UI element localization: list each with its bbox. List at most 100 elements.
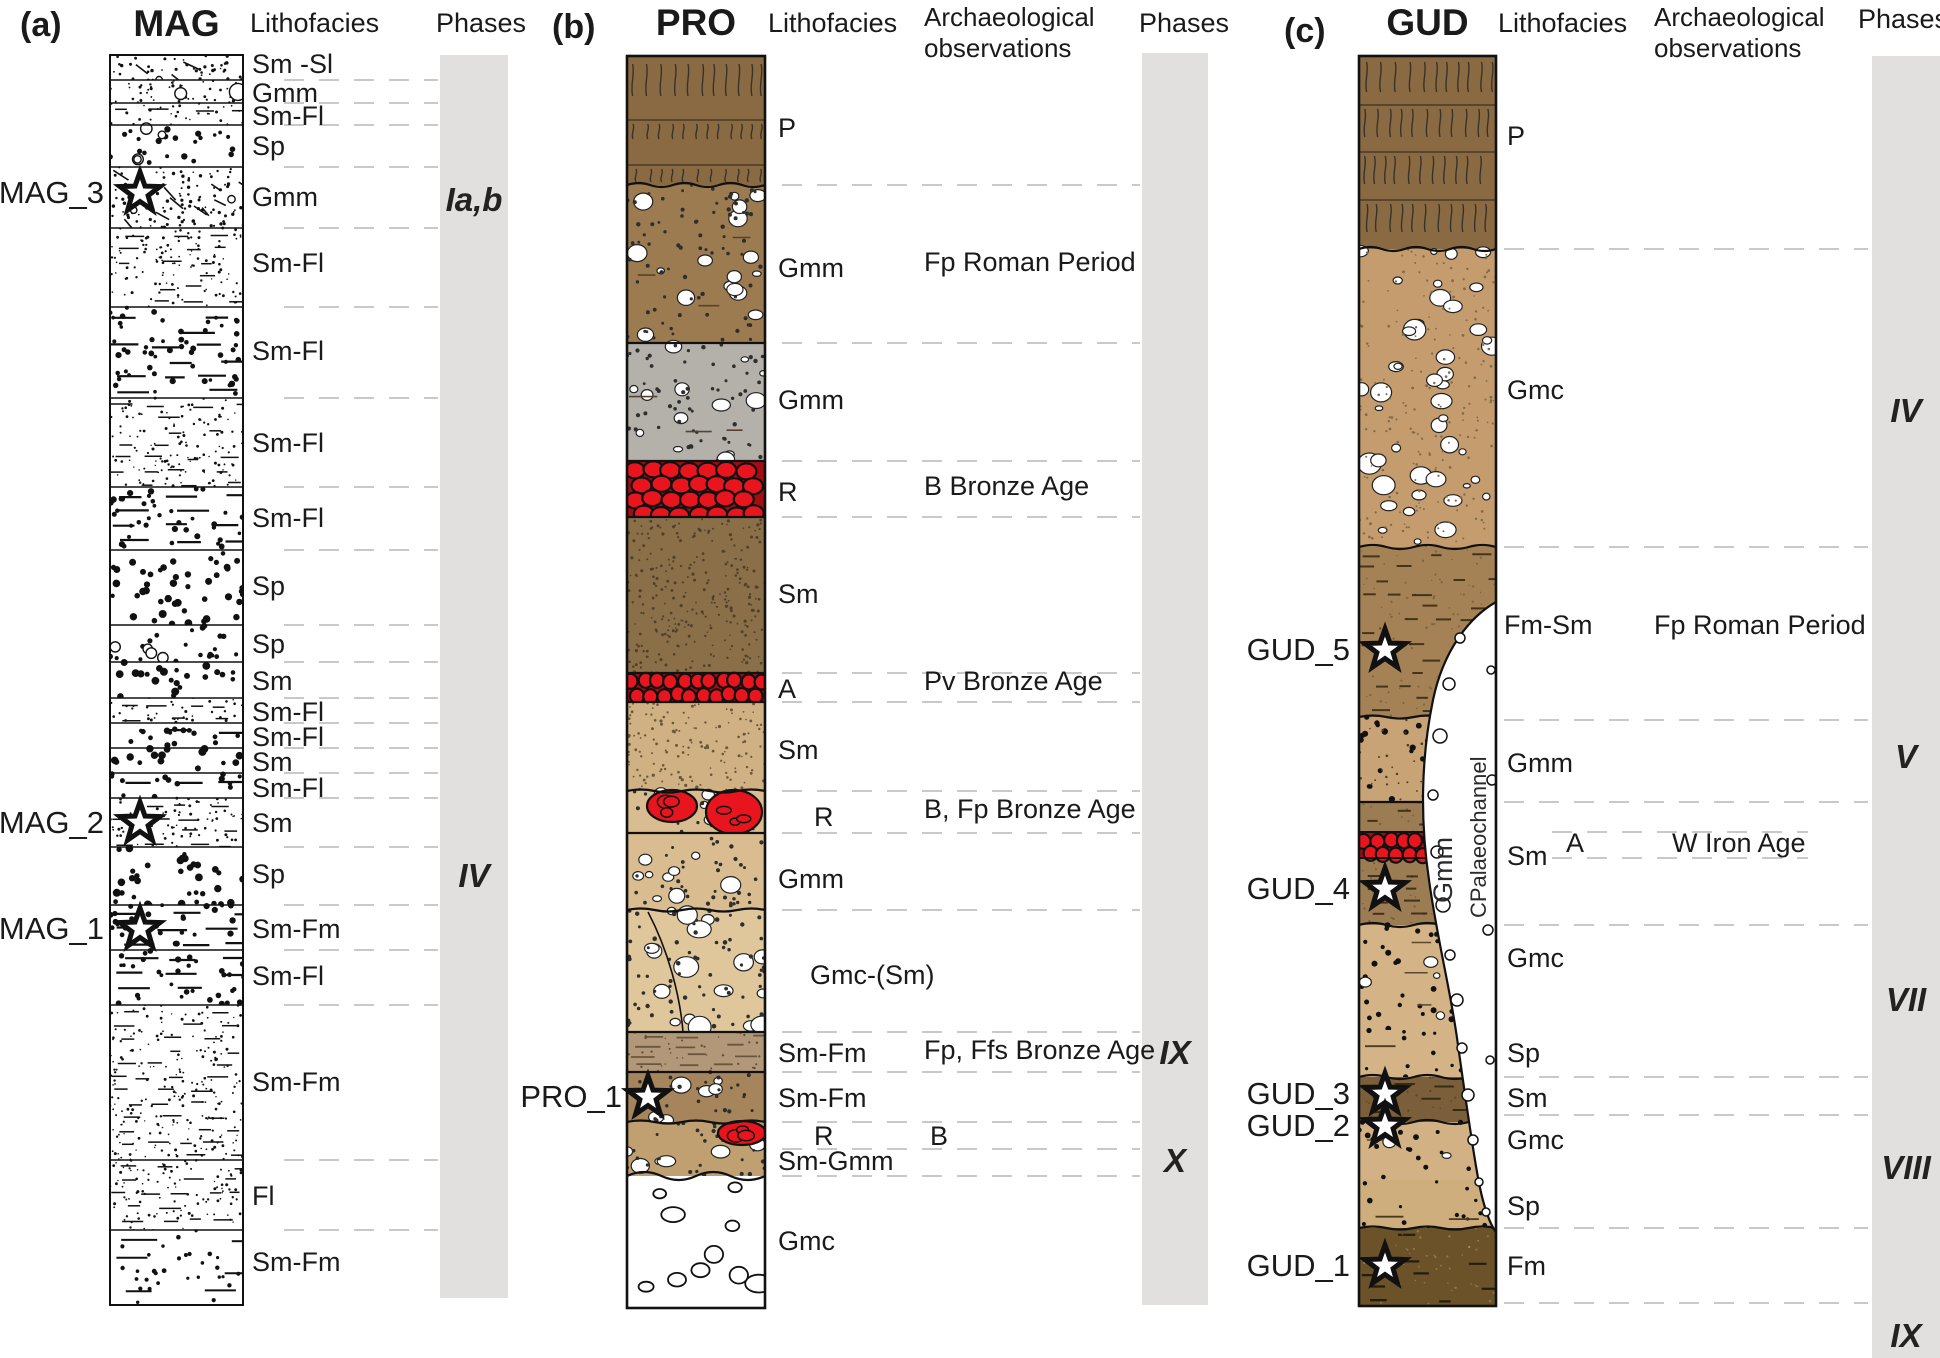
layer-Gmm	[627, 184, 765, 343]
lithofacies-label: Sm-Fl	[252, 697, 324, 727]
layer-Fl	[110, 1159, 243, 1231]
lithofacies-label: R	[814, 1121, 834, 1151]
lithofacies-label: Gmc	[1507, 375, 1564, 405]
lithofacies-label: Sp	[252, 629, 285, 659]
lithofacies-label: Sm-Fl	[252, 428, 324, 458]
layer-P	[627, 56, 765, 185]
layer-Sm-Fl	[110, 396, 243, 488]
panel-c-phases-header: Phases	[1858, 4, 1940, 34]
lithofacies-label: Sm	[1507, 1083, 1548, 1113]
lithofacies-label: Fm-Sm	[1504, 610, 1592, 640]
layer-R	[627, 460, 765, 525]
archaeological-observation: Fp Roman Period	[1654, 610, 1866, 640]
phases-band	[1872, 56, 1940, 1358]
phase-label: X	[1162, 1142, 1188, 1179]
phase-label: IX	[1159, 1034, 1192, 1071]
panel-b: PRO_1 P Gmm Gmm R Sm A Sm R Gmm Gmc-(Sm) Sm-Fm Sm-Fm…	[520, 53, 1208, 1310]
layer-Sm -Sl	[110, 55, 243, 89]
sample-star-icon	[1357, 1237, 1413, 1290]
lithofacies-label: Sm	[252, 747, 293, 777]
palaeochannel-label: CPalaeochannel	[1466, 757, 1491, 918]
panel-b-lithofacies-header: Lithofacies	[768, 8, 898, 38]
archaeological-observation: B Bronze Age	[924, 471, 1089, 501]
layer-Sm-Fl	[110, 771, 243, 800]
lithofacies-label: A	[1566, 828, 1584, 858]
lithofacies-label: Sm	[252, 666, 293, 696]
panel-c-observations-header-line2: observations	[1654, 33, 1802, 63]
sample-label: MAG_2	[0, 805, 104, 840]
layer-A	[627, 671, 765, 706]
layer-Sm-Gmm	[627, 1119, 765, 1178]
panel-c-label: (c)	[1284, 12, 1326, 50]
layer-Gmc-(Sm)	[627, 905, 765, 1039]
lithofacies-label: A	[778, 674, 796, 704]
layer-Sm-Fl	[110, 226, 243, 308]
sample-star-icon	[1357, 1097, 1413, 1150]
panel-b-phases-header: Phases	[1139, 8, 1230, 38]
panel-a-phases-header: Phases	[436, 8, 527, 38]
phases-band	[1142, 53, 1208, 1305]
layer-Sm	[627, 516, 765, 675]
sample-label: GUD_2	[1247, 1108, 1350, 1143]
panel-a-lithofacies-header: Lithofacies	[250, 8, 380, 38]
palaeochannel-label: Gmm	[1428, 837, 1458, 903]
lithofacies-label: Sp	[252, 571, 285, 601]
lithofacies-label: Sm-Fl	[252, 773, 324, 803]
layer-Sp	[110, 550, 243, 627]
lithofacies-label: Sm-Fl	[252, 503, 324, 533]
phase-label: IX	[1890, 1317, 1923, 1354]
panel-a-label: (a)	[20, 6, 62, 44]
lithofacies-label: Sp	[252, 859, 285, 889]
lithofacies-label: Gmm	[778, 385, 844, 415]
layer-Sm-Fl	[110, 948, 243, 1007]
layer-Sm-Fl	[110, 305, 243, 398]
lithofacies-label: Fm	[1507, 1251, 1546, 1281]
layer-Sm-Fm	[110, 1229, 243, 1305]
layer-Sm-Fl	[110, 697, 243, 724]
layer-P	[1359, 56, 1496, 249]
lithofacies-label: Gmc	[1507, 943, 1564, 973]
lithofacies-label: Sm-Fl	[252, 961, 324, 991]
sample-label: GUD_4	[1247, 871, 1350, 906]
lithofacies-label: Sm	[252, 808, 293, 838]
layer-Gmm	[627, 833, 765, 910]
phase-label: VII	[1886, 981, 1927, 1018]
layer-Gmc	[1359, 244, 1496, 547]
column-frame	[109, 54, 244, 1306]
lithofacies-label: P	[1507, 121, 1525, 151]
archaeological-observation: Fp, Ffs Bronze Age	[924, 1035, 1155, 1065]
sample-label: MAG_1	[0, 911, 104, 946]
panel-b-label: (b)	[552, 8, 596, 46]
layer-R	[627, 787, 765, 836]
lithofacies-label: Sp	[252, 131, 285, 161]
sample-label: GUD_5	[1247, 632, 1350, 667]
layer-Sm-Fm	[110, 1004, 243, 1161]
lithofacies-label: Sm-Fm	[778, 1038, 866, 1068]
lithofacies-label: Gmm	[252, 182, 318, 212]
layer-Sm	[110, 659, 243, 700]
sample-label: PRO_1	[520, 1079, 622, 1114]
layer-Sm-Fm	[627, 1031, 765, 1072]
archaeological-observation: Pv Bronze Age	[924, 666, 1103, 696]
phase-label: Ia,b	[446, 181, 503, 218]
lithofacies-label: R	[814, 802, 834, 832]
lithofacies-label: Sm	[778, 735, 819, 765]
layer-Sm	[110, 745, 243, 773]
lithofacies-label: Sm -Sl	[252, 49, 333, 79]
sample-star-icon	[1357, 621, 1413, 674]
lithofacies-label: Sm	[778, 579, 819, 609]
archaeological-observation: W Iron Age	[1672, 828, 1806, 858]
column-frame	[625, 54, 767, 1310]
lithofacies-label: P	[778, 113, 796, 143]
palaeochannel-shape	[1421, 600, 1496, 1234]
layer-Sp	[110, 122, 243, 167]
sample-star-icon	[1357, 860, 1413, 913]
lithofacies-label: Gmm	[778, 864, 844, 894]
lithofacies-label: R	[778, 477, 798, 507]
archaeological-observation: B, Fp Bronze Age	[924, 794, 1136, 824]
archaeological-observation: B	[930, 1121, 948, 1151]
panel-b-title: PRO	[655, 2, 737, 43]
layer-Gmc	[627, 1176, 765, 1308]
